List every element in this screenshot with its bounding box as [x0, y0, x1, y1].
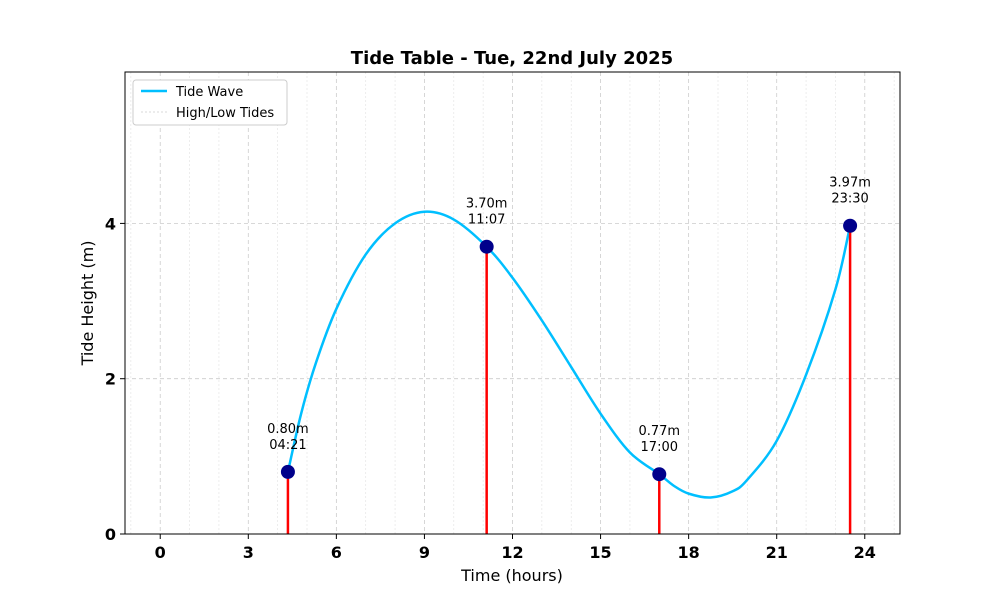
y-axis-label: Tide Height (m) [78, 241, 97, 367]
y-tick-label: 0 [105, 525, 116, 544]
chart-title: Tide Table - Tue, 22nd July 2025 [351, 48, 673, 69]
grid [125, 72, 900, 534]
tide-height-label: 3.97m [829, 176, 871, 191]
tide-time-label: 23:30 [831, 192, 868, 207]
tide-height-label: 0.77m [638, 424, 680, 439]
x-tick-label: 12 [501, 543, 523, 562]
tide-point [843, 218, 858, 233]
y-tick-label: 4 [105, 214, 116, 233]
x-tick-label: 6 [331, 543, 342, 562]
y-tick-label: 2 [105, 370, 116, 389]
tide-wave-line [286, 210, 852, 499]
x-axis-label: Time (hours) [460, 566, 563, 585]
x-tick-label: 21 [766, 543, 788, 562]
tide-time-label: 17:00 [641, 440, 678, 455]
x-tick-label: 18 [678, 543, 700, 562]
legend-box [132, 79, 288, 126]
tide-height-label: 0.80m [267, 422, 309, 437]
x-tick-label: 3 [243, 543, 254, 562]
tide-point [280, 464, 295, 479]
x-tick-label: 24 [854, 543, 876, 562]
legend-high-low-label: High/Low Tides [176, 106, 274, 121]
legend-tide-wave-label: Tide Wave [175, 85, 243, 100]
x-tick-label: 0 [155, 543, 166, 562]
tide-height-label: 3.70m [466, 197, 508, 212]
tide-time-label: 04:21 [269, 438, 306, 453]
tide-point [652, 467, 667, 482]
tide-point [479, 239, 494, 254]
tide-time-label: 11:07 [468, 213, 505, 228]
x-tick-label: 9 [419, 543, 430, 562]
series-layer [286, 210, 852, 499]
x-tick-label: 15 [589, 543, 611, 562]
legend: Tide Wave High/Low Tides [132, 79, 288, 126]
